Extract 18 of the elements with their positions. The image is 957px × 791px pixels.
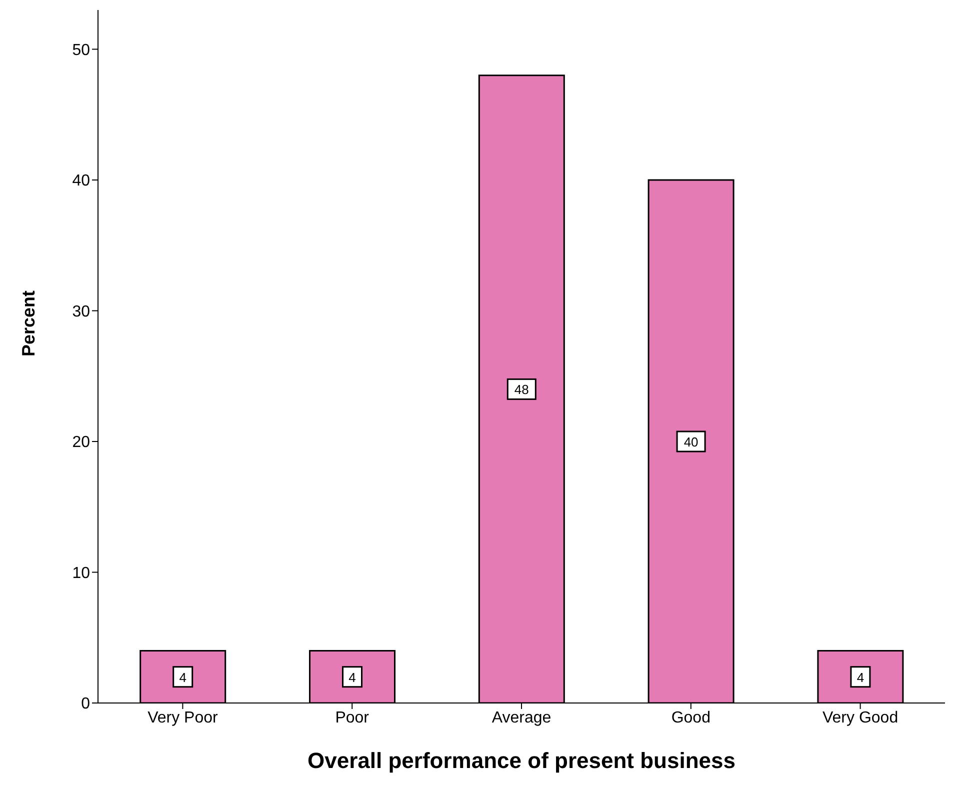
data-label: 48	[514, 382, 529, 398]
data-label: 4	[348, 670, 356, 685]
y-axis-title: Percent	[18, 290, 38, 356]
x-tick-label: Average	[492, 709, 552, 726]
x-axis-title: Overall performance of present business	[308, 748, 736, 773]
y-tick-label: 20	[72, 434, 90, 452]
x-tick-label: Good	[671, 709, 710, 726]
y-tick-label: 10	[72, 564, 90, 582]
y-tick-label: 0	[81, 696, 90, 713]
x-tick-label: Very Poor	[148, 709, 218, 726]
y-tick-label: 50	[72, 42, 90, 59]
x-tick-label: Poor	[335, 709, 370, 726]
data-label: 4	[856, 670, 864, 685]
data-label: 4	[179, 670, 186, 685]
x-tick-label: Very Good	[822, 709, 898, 726]
y-tick-label: 40	[72, 172, 90, 190]
data-label: 40	[684, 434, 698, 450]
y-tick-label: 30	[72, 303, 90, 320]
